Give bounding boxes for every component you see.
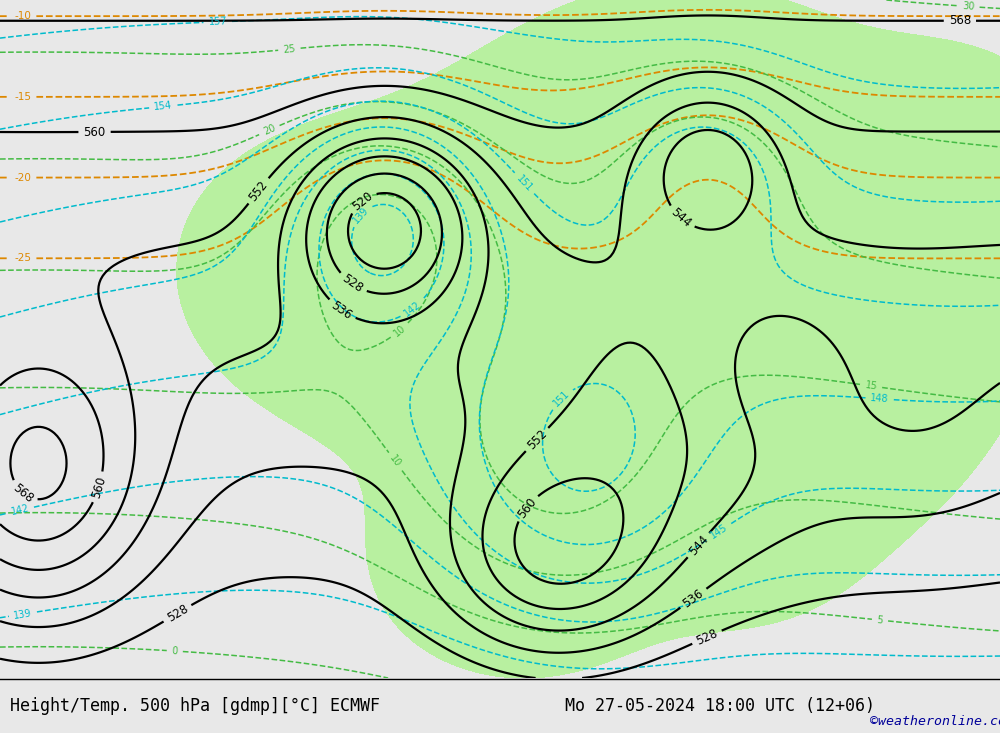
Text: 142: 142	[10, 504, 30, 517]
Text: 151: 151	[552, 388, 572, 409]
Text: 151: 151	[514, 173, 534, 194]
Text: 25: 25	[283, 44, 296, 55]
Text: 528: 528	[340, 272, 365, 295]
Text: 544: 544	[668, 206, 694, 230]
Text: ©weatheronline.co.uk: ©weatheronline.co.uk	[870, 715, 1000, 728]
Text: 145: 145	[709, 522, 730, 541]
Text: 528: 528	[165, 602, 190, 625]
Text: 528: 528	[694, 627, 720, 648]
Text: 30: 30	[962, 1, 975, 12]
Text: 139: 139	[351, 205, 371, 225]
Text: 15: 15	[864, 380, 878, 391]
Text: 536: 536	[329, 298, 354, 322]
Text: -15: -15	[14, 92, 31, 102]
Text: 142: 142	[402, 299, 423, 318]
Text: -25: -25	[14, 254, 31, 263]
Text: Height/Temp. 500 hPa [gdmp][°C] ECMWF: Height/Temp. 500 hPa [gdmp][°C] ECMWF	[10, 697, 380, 715]
Text: 154: 154	[154, 100, 173, 112]
Text: Mo 27-05-2024 18:00 UTC (12+06): Mo 27-05-2024 18:00 UTC (12+06)	[565, 697, 875, 715]
Text: 544: 544	[686, 532, 711, 558]
Text: 157: 157	[208, 17, 227, 27]
Text: 560: 560	[515, 495, 539, 520]
Text: 560: 560	[89, 475, 108, 500]
Text: 568: 568	[949, 14, 971, 27]
Text: 148: 148	[870, 393, 889, 405]
Text: 5: 5	[876, 615, 884, 625]
Text: 552: 552	[525, 427, 549, 452]
Text: 520: 520	[349, 189, 375, 213]
Text: 139: 139	[13, 608, 33, 621]
Text: 10: 10	[388, 454, 403, 470]
Text: 0: 0	[171, 646, 178, 656]
Text: 552: 552	[246, 178, 270, 204]
Text: -10: -10	[14, 11, 31, 21]
Text: 536: 536	[681, 586, 706, 610]
Text: -20: -20	[14, 172, 31, 183]
Text: 560: 560	[83, 125, 106, 139]
Text: 10: 10	[392, 323, 407, 338]
Text: 20: 20	[262, 123, 277, 137]
Text: 568: 568	[10, 481, 36, 505]
